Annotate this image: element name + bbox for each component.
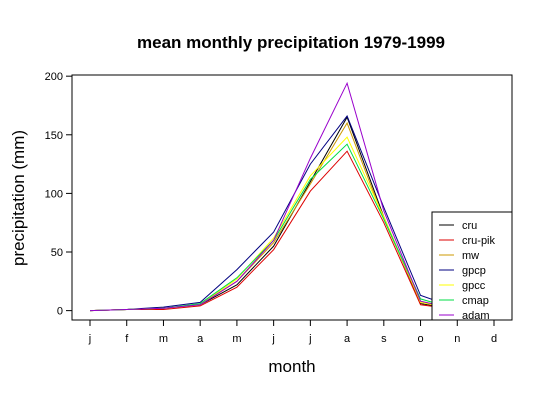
y-tick-label: 100	[45, 188, 63, 200]
chart-title: mean monthly precipitation 1979-1999	[137, 33, 445, 52]
y-tick-label: 200	[45, 71, 63, 83]
x-tick-label: n	[454, 333, 460, 345]
x-tick-label: s	[381, 333, 387, 345]
series-line	[89, 150, 495, 312]
legend-label: gpcc	[462, 280, 486, 292]
legend-label: mw	[462, 250, 479, 262]
legend-label: cru	[462, 220, 477, 232]
y-tick-label: 50	[51, 247, 63, 259]
y-axis-label: precipitation (mm)	[9, 130, 28, 266]
legend-label: gpcp	[462, 265, 486, 277]
x-tick-label: m	[159, 333, 168, 345]
x-tick-label: j	[271, 333, 274, 345]
legend-label: cmap	[462, 295, 489, 307]
plot-frame	[71, 74, 513, 321]
x-tick-label: o	[417, 333, 423, 345]
y-tick-label: 0	[57, 306, 63, 318]
x-tick-label: j	[308, 333, 311, 345]
x-axis-label: month	[268, 357, 315, 376]
x-tick-label: f	[125, 333, 129, 345]
x-tick-label: d	[491, 333, 497, 345]
legend-box	[431, 211, 513, 321]
x-tick-label: a	[344, 333, 351, 345]
y-tick-label: 150	[45, 130, 63, 142]
x-tick-label: a	[197, 333, 204, 345]
x-tick-label: m	[232, 333, 241, 345]
series-line	[89, 81, 495, 312]
legend-label: adam	[462, 310, 490, 322]
legend-label: cru-pik	[462, 235, 496, 247]
x-tick-label: j	[88, 333, 91, 345]
